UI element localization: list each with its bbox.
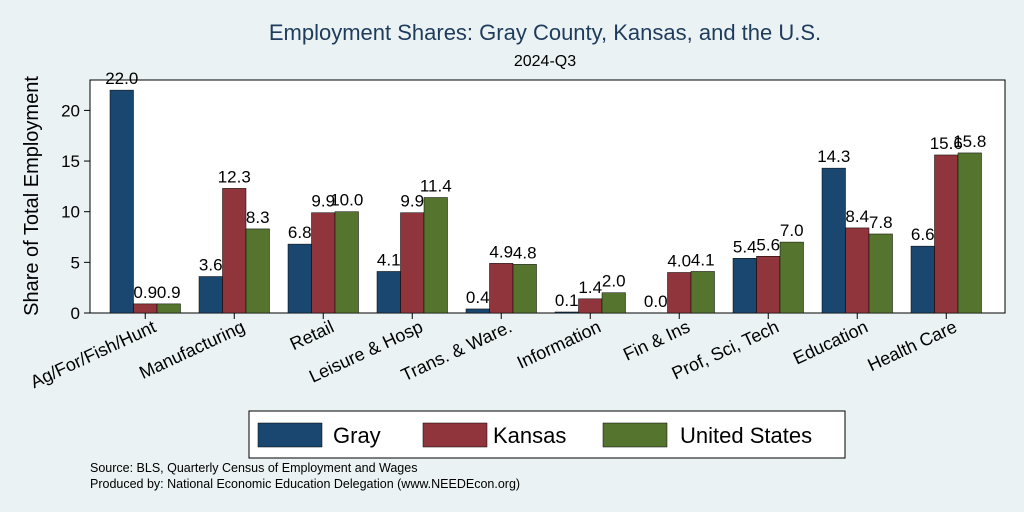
bar-united-states: [512, 264, 537, 314]
bar-united-states: [334, 211, 359, 314]
data-label-united-states: 8.3: [246, 208, 270, 227]
data-label-kansas: 0.9: [133, 283, 157, 302]
bar-gray: [465, 308, 490, 314]
bar-kansas: [934, 154, 959, 314]
bar-united-states: [423, 197, 448, 314]
data-label-gray: 6.6: [911, 225, 935, 244]
data-label-gray: 3.6: [199, 256, 223, 275]
bar-gray: [732, 258, 757, 314]
bar-united-states: [957, 152, 982, 314]
y-tick-label: 20: [61, 101, 80, 120]
bar-kansas: [133, 303, 158, 314]
legend-label-gray: Gray: [333, 423, 381, 448]
bar-kansas: [667, 272, 692, 314]
y-tick-label: 5: [71, 253, 80, 272]
data-label-united-states: 4.1: [691, 250, 715, 269]
data-label-gray: 6.8: [288, 223, 312, 242]
data-label-gray: 14.3: [817, 147, 850, 166]
data-label-gray: 4.1: [377, 250, 401, 269]
data-label-gray: 5.4: [733, 237, 757, 256]
data-label-gray: 0.0: [644, 292, 668, 311]
y-axis-label: Share of Total Employment: [21, 76, 43, 316]
chart-title: Employment Shares: Gray County, Kansas, …: [269, 20, 821, 45]
bar-gray: [554, 311, 579, 314]
data-label-gray: 0.1: [555, 291, 579, 310]
bar-gray: [376, 271, 401, 314]
data-label-united-states: 0.9: [157, 283, 181, 302]
legend-box: [248, 410, 846, 459]
bar-kansas: [578, 298, 603, 314]
bar-united-states: [156, 303, 181, 314]
data-label-kansas: 4.9: [489, 242, 513, 261]
bar-kansas: [756, 256, 781, 314]
bar-kansas: [311, 212, 336, 314]
bar-kansas: [222, 188, 247, 314]
data-label-united-states: 2.0: [602, 272, 626, 291]
data-label-united-states: 7.8: [869, 213, 893, 232]
data-label-united-states: 11.4: [420, 177, 452, 196]
x-category-label: Fin & Ins: [620, 316, 693, 364]
x-category-label: Ag/For/Fish/Hunt: [27, 316, 159, 392]
legend-label-united-states: United States: [680, 423, 812, 448]
data-label-united-states: 4.8: [513, 243, 537, 262]
bar-kansas: [489, 263, 514, 314]
data-label-kansas: 9.9: [400, 192, 424, 211]
legend-swatch-gray: [257, 422, 323, 448]
x-category-label: Health Care: [864, 316, 960, 375]
data-label-kansas: 8.4: [845, 207, 869, 226]
data-label-kansas: 15.6: [930, 134, 963, 153]
bar-united-states: [868, 233, 893, 314]
bar-gray: [821, 167, 846, 314]
legend-label-kansas: Kansas: [493, 423, 566, 448]
bar-united-states: [601, 292, 626, 314]
data-labels-group: 22.00.9 0.93.612.38.36.89.910.04.19.911.4…: [105, 69, 986, 311]
data-label-gray: 0.4: [466, 288, 490, 307]
chart-subtitle: 2024-Q3: [514, 53, 576, 70]
x-category-label: Retail: [287, 316, 337, 354]
produced-by-note: Produced by: National Economic Education…: [90, 477, 520, 491]
bar-gray: [198, 276, 223, 314]
legend-swatch-united-states: [602, 422, 668, 448]
data-label-kansas: 9.9: [311, 192, 335, 211]
data-label-united-states: 15.8: [953, 132, 986, 151]
data-label-united-states: 10.0: [330, 191, 363, 210]
bar-united-states: [779, 241, 804, 314]
data-label-kansas: 4.0: [667, 251, 691, 270]
y-tick-label: 15: [61, 152, 80, 171]
y-tick-label: 10: [61, 203, 80, 222]
y-tick-label: 0: [71, 304, 80, 323]
x-category-label: Education: [790, 316, 871, 368]
data-label-united-states: 7.0: [780, 221, 804, 240]
bar-united-states: [245, 228, 270, 314]
data-label-kansas: 1.4: [578, 278, 602, 297]
data-label-kansas: 5.6: [756, 235, 780, 254]
x-category-label: Information: [514, 316, 604, 372]
bar-kansas: [400, 212, 425, 314]
source-note: Source: BLS, Quarterly Census of Employm…: [90, 461, 417, 475]
data-label-gray: 22.0: [105, 69, 138, 88]
y-axis: 0 5 10 15 20: [61, 101, 90, 323]
bar-kansas: [845, 227, 870, 314]
bar-gray: [109, 89, 134, 314]
legend-swatch-kansas: [422, 422, 488, 448]
bars-group: [109, 89, 982, 314]
bar-gray: [287, 243, 312, 314]
data-label-kansas: 12.3: [218, 167, 251, 186]
bar-united-states: [690, 271, 715, 314]
bar-gray: [910, 245, 935, 314]
legend: Gray Kansas United States: [248, 410, 846, 459]
